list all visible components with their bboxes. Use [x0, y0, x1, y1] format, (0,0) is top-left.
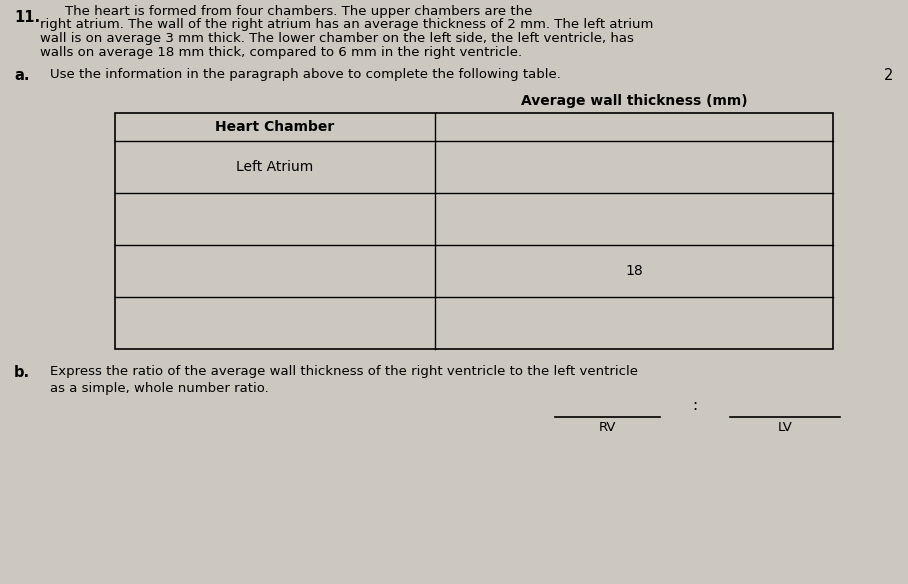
Text: Average wall thickness (mm): Average wall thickness (mm): [520, 94, 747, 108]
Text: Heart Chamber: Heart Chamber: [215, 120, 335, 134]
Text: b.: b.: [14, 365, 30, 380]
Text: Left Atrium: Left Atrium: [236, 160, 313, 174]
Text: 18: 18: [625, 264, 643, 278]
Bar: [115, 113, 833, 349]
Text: RV: RV: [598, 421, 617, 434]
Text: Use the information in the paragraph above to complete the following table.: Use the information in the paragraph abo…: [50, 68, 561, 81]
Text: wall is on average 3 mm thick. The lower chamber on the left side, the left vent: wall is on average 3 mm thick. The lower…: [40, 32, 634, 45]
Text: :: :: [693, 398, 697, 413]
Text: as a simple, whole number ratio.: as a simple, whole number ratio.: [50, 382, 269, 395]
Text: LV: LV: [777, 421, 793, 434]
Text: walls on average 18 mm thick, compared to 6 mm in the right ventricle.: walls on average 18 mm thick, compared t…: [40, 46, 522, 59]
Text: 11.: 11.: [14, 10, 40, 25]
Text: right atrium. The wall of the right atrium has an average thickness of 2 mm. The: right atrium. The wall of the right atri…: [40, 18, 654, 31]
Text: Express the ratio of the average wall thickness of the right ventricle to the le: Express the ratio of the average wall th…: [50, 365, 638, 378]
Text: a.: a.: [14, 68, 29, 83]
Text: 2: 2: [883, 68, 893, 83]
Text: The heart is formed from four chambers. The upper chambers are the: The heart is formed from four chambers. …: [65, 5, 532, 18]
